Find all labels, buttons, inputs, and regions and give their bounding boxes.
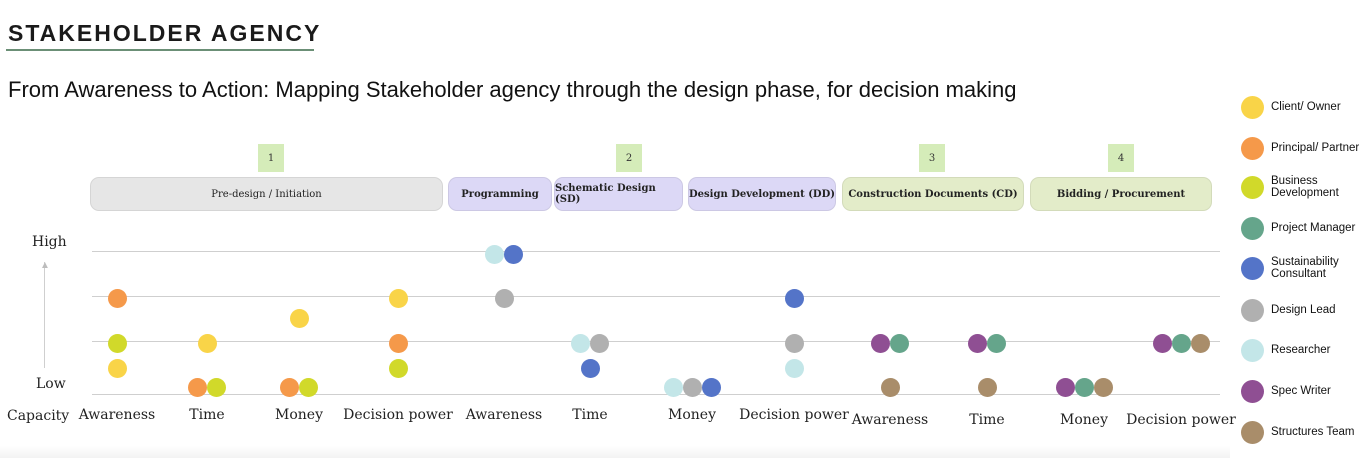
stakeholder-dot	[784, 358, 804, 378]
stakeholder-dot	[485, 244, 504, 264]
x-label-9: Awareness	[851, 412, 929, 428]
x-label-3: Money	[275, 407, 323, 423]
phase-number-1: 1	[258, 144, 284, 172]
legend-circle-icon	[1241, 95, 1264, 119]
phase-bar-6: Bidding / Procurement	[1030, 177, 1212, 211]
stakeholder-dot	[987, 333, 1006, 353]
legend-label: Sustainability Consultant	[1271, 256, 1339, 280]
stakeholder-dot	[663, 377, 683, 397]
stakeholder-dot	[388, 288, 408, 308]
stakeholder-dot	[188, 377, 207, 397]
stakeholder-dot	[388, 358, 408, 378]
phase-number-2: 2	[616, 144, 642, 172]
stakeholder-dot	[1074, 377, 1094, 397]
x-label-1: Awareness	[78, 407, 156, 423]
legend-label: Business Development	[1271, 175, 1339, 199]
legend-circle-icon	[1241, 420, 1264, 444]
legend-label: Structures Team	[1271, 426, 1355, 438]
phase-bar-2: Programming	[448, 177, 552, 211]
phase-number-4: 4	[1108, 144, 1134, 172]
x-label-5: Awareness	[465, 407, 543, 423]
axis-corner-label: Capacity	[7, 408, 70, 424]
title-underline	[6, 49, 314, 51]
legend-label: Researcher	[1271, 344, 1331, 356]
stakeholder-dot	[1152, 333, 1172, 353]
stakeholder-dot	[280, 377, 299, 397]
stakeholder-dot	[504, 244, 523, 264]
phase-bar-1: Pre-design / Initiation	[90, 177, 443, 211]
page-subtitle: From Awareness to Action: Mapping Stakeh…	[8, 77, 1017, 102]
stakeholder-dot	[107, 358, 127, 378]
stakeholder-dot	[299, 377, 318, 397]
stakeholder-dot	[977, 377, 997, 397]
stakeholder-dot	[1190, 333, 1210, 353]
stakeholder-dot	[968, 333, 987, 353]
legend-label: Design Lead	[1271, 304, 1336, 316]
grid-line-high	[92, 251, 1220, 252]
legend-circle-icon	[1241, 216, 1264, 240]
phase-bar-5: Construction Documents (CD)	[842, 177, 1024, 211]
phase-number-3: 3	[919, 144, 945, 172]
page-title: STAKEHOLDER AGENCY	[8, 20, 322, 46]
legend-label: Spec Writer	[1271, 385, 1331, 397]
stakeholder-dot	[682, 377, 702, 397]
stakeholder-dot	[580, 358, 600, 378]
legend-label: Principal/ Partner	[1271, 142, 1360, 154]
x-label-10: Time	[969, 412, 1005, 428]
legend-label: Client/ Owner	[1271, 101, 1341, 113]
x-label-8: Decision power	[739, 407, 849, 423]
legend-circle-icon	[1241, 298, 1264, 322]
arrow-up-icon: ▲	[40, 260, 50, 271]
phase-bar-4: Design Development (DD)	[688, 177, 836, 211]
x-label-11: Money	[1060, 412, 1108, 428]
stakeholder-dot	[571, 333, 590, 353]
y-axis-low-label: Low	[36, 376, 66, 392]
legend-circle-icon	[1241, 136, 1264, 160]
legend-circle-icon	[1241, 256, 1264, 280]
stakeholder-dot	[107, 288, 127, 308]
legend-label: Project Manager	[1271, 222, 1356, 234]
stakeholder-dot	[388, 333, 408, 353]
x-label-4: Decision power	[343, 407, 453, 423]
phase-bar-3: Schematic Design (SD)	[554, 177, 683, 211]
y-axis-high-label: High	[32, 234, 67, 250]
x-label-2: Time	[189, 407, 225, 423]
grid-line-level-3	[92, 296, 1220, 297]
x-label-12: Decision power	[1126, 412, 1236, 428]
stakeholder-dot	[871, 333, 890, 353]
grid-line-low	[92, 394, 1220, 395]
stakeholder-dot	[880, 377, 900, 397]
y-axis-arrow-line	[44, 262, 45, 368]
legend-circle-icon	[1241, 379, 1264, 403]
legend-circle-icon	[1241, 338, 1264, 362]
stakeholder-dot	[1055, 377, 1075, 397]
stakeholder-dot	[701, 377, 721, 397]
stakeholder-dot	[289, 308, 309, 328]
legend-circle-icon	[1241, 175, 1264, 199]
x-label-7: Money	[668, 407, 716, 423]
bottom-shadow	[0, 446, 1230, 458]
x-label-6: Time	[572, 407, 608, 423]
stakeholder-dot	[784, 288, 804, 308]
stakeholder-dot	[590, 333, 609, 353]
stakeholder-dot	[207, 377, 226, 397]
stakeholder-dot	[890, 333, 909, 353]
stakeholder-dot	[1171, 333, 1191, 353]
stakeholder-dot	[1093, 377, 1113, 397]
stakeholder-dot	[197, 333, 217, 353]
stakeholder-dot	[107, 333, 127, 353]
stakeholder-dot	[494, 288, 514, 308]
stakeholder-dot	[784, 333, 804, 353]
grid-line-level-2	[92, 341, 1220, 342]
